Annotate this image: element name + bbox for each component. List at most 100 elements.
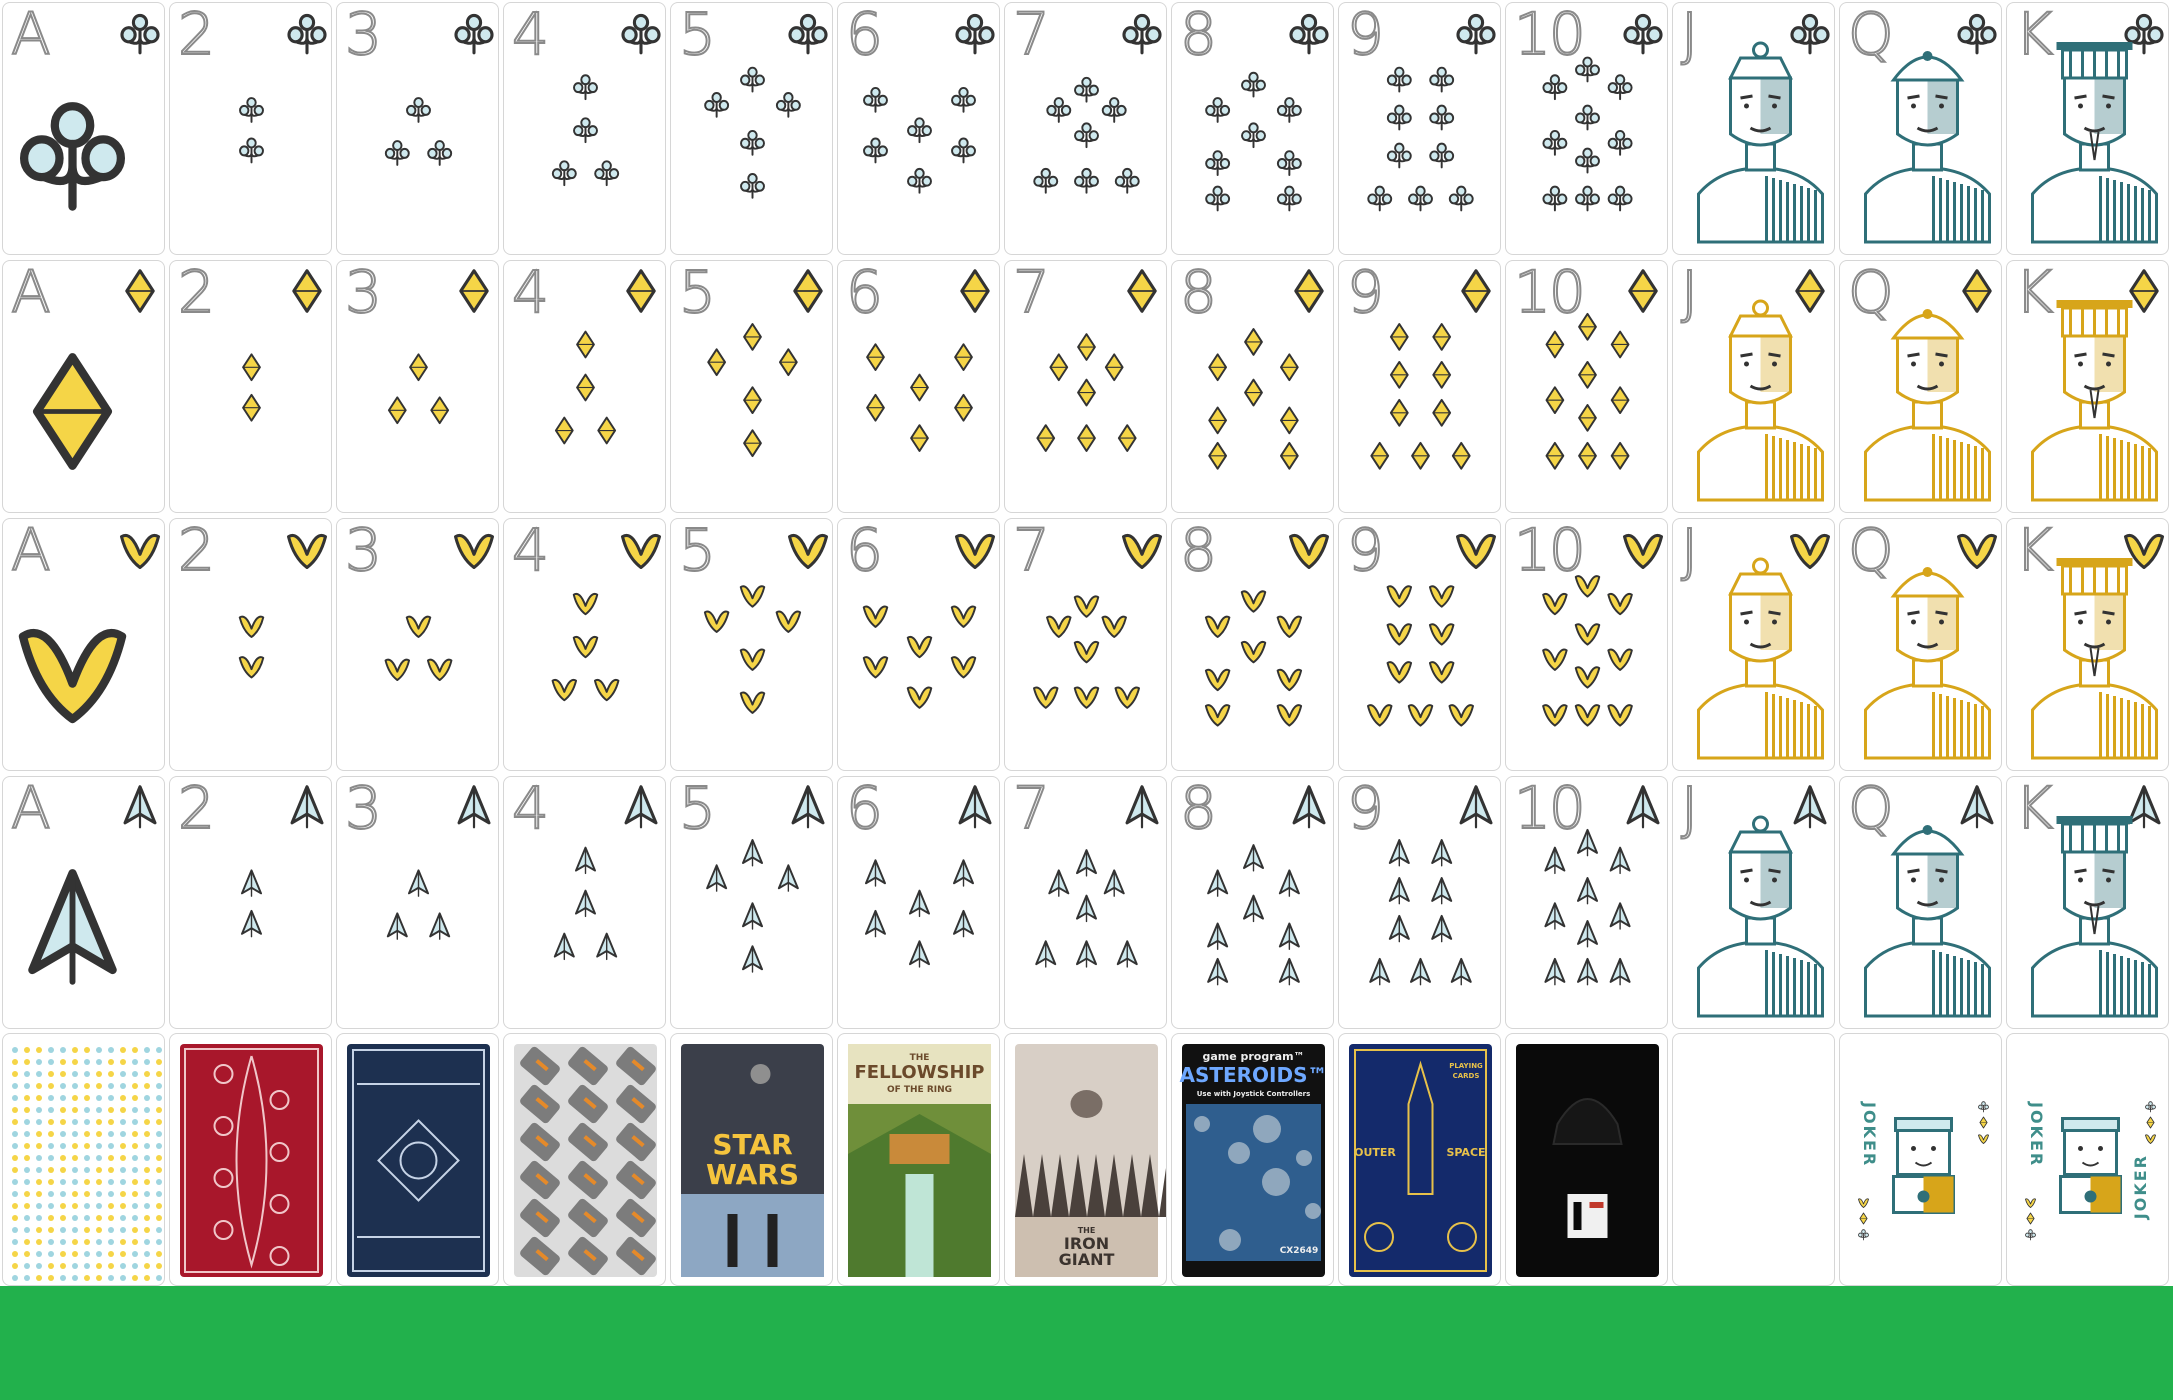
card-10-of-spades[interactable]: 10 [1505, 776, 1668, 1029]
card-6-of-hearts[interactable]: 6 [837, 518, 1000, 771]
card-back-suit-pattern[interactable] [2, 1033, 165, 1286]
diamond-icon [1578, 441, 1597, 470]
diamond-icon [743, 429, 762, 458]
spade-icon [624, 785, 658, 829]
card-3-of-hearts[interactable]: 3 [336, 518, 499, 771]
card-7-of-spades[interactable]: 7 [1004, 776, 1167, 1029]
rank-label: 3 [344, 776, 383, 842]
club-icon [863, 137, 888, 164]
card-back-outer-space[interactable]: PLAYING CARDS OUTER SPACE [1338, 1033, 1501, 1286]
card-back-iron-giant[interactable]: THE IRON GIANT [1004, 1033, 1167, 1286]
rank-label: A [10, 260, 52, 326]
card-j-of-clubs[interactable]: J [1672, 2, 1835, 255]
card-2-of-spades[interactable]: 2 [169, 776, 332, 1029]
diamond-icon [1432, 360, 1452, 389]
card-back-fellowship[interactable]: THE FELLOWSHIP OF THE RING [837, 1033, 1000, 1286]
card-back-gamepad-pattern[interactable] [503, 1033, 666, 1286]
card-k-of-clubs[interactable]: K [2006, 2, 2169, 255]
club-icon [1074, 167, 1099, 194]
club-icon [740, 129, 765, 156]
card-5-of-hearts[interactable]: 5 [670, 518, 833, 771]
card-2-of-diamonds[interactable]: 2 [169, 260, 332, 513]
card-8-of-spades[interactable]: 8 [1171, 776, 1334, 1029]
card-3-of-diamonds[interactable]: 3 [336, 260, 499, 513]
card-art [864, 785, 992, 968]
club-icon [1978, 1101, 1989, 1113]
card-j-of-hearts[interactable]: J [1672, 518, 1835, 771]
card-8-of-hearts[interactable]: 8 [1171, 518, 1334, 771]
card-a-of-spades[interactable]: A [2, 776, 165, 1029]
card-art [387, 269, 489, 425]
card-j-of-diamonds[interactable]: J [1672, 260, 1835, 513]
card-back-asteroids[interactable]: game program™ ASTEROIDS™ Use with Joystick… [1171, 1033, 1334, 1286]
card-2-of-hearts[interactable]: 2 [169, 518, 332, 771]
card-j-of-spades[interactable]: J [1672, 776, 1835, 1029]
card-k-of-diamonds[interactable]: K [2006, 260, 2169, 513]
card-q-of-diamonds[interactable]: Q [1839, 260, 2002, 513]
card-6-of-diamonds[interactable]: 6 [837, 260, 1000, 513]
card-back-joker-2[interactable]: JOKER JOKER [2006, 1033, 2169, 1286]
card-6-of-spades[interactable]: 6 [837, 776, 1000, 1029]
card-3-of-clubs[interactable]: 3 [336, 2, 499, 255]
card-7-of-hearts[interactable]: 7 [1004, 518, 1167, 771]
spade-icon [1793, 785, 1827, 829]
card-art [28, 785, 157, 985]
card-k-of-spades[interactable]: K [2006, 776, 2169, 1029]
card-8-of-clubs[interactable]: 8 [1171, 2, 1334, 255]
card-back-navy-ornate[interactable] [336, 1033, 499, 1286]
card-4-of-diamonds[interactable]: 4 [503, 260, 666, 513]
club-icon [740, 66, 765, 93]
card-9-of-hearts[interactable]: 9 [1338, 518, 1501, 771]
card-6-of-clubs[interactable]: 6 [837, 2, 1000, 255]
card-art [386, 785, 491, 940]
diamond-icon [1279, 406, 1299, 435]
card-q-of-hearts[interactable]: Q [1839, 518, 2002, 771]
card-10-of-clubs[interactable]: 10 [1505, 2, 1668, 255]
spade-icon [958, 785, 992, 829]
card-art [1697, 785, 1827, 1018]
card-9-of-spades[interactable]: 9 [1338, 776, 1501, 1029]
card-5-of-clubs[interactable]: 5 [670, 2, 833, 255]
card-back-joker-1[interactable]: JOKER [1839, 1033, 2002, 1286]
card-k-of-hearts[interactable]: K [2006, 518, 2169, 771]
heart-icon [426, 658, 453, 682]
card-4-of-clubs[interactable]: 4 [503, 2, 666, 255]
heart-icon [1073, 686, 1100, 709]
card-back-red-floral[interactable] [169, 1033, 332, 1286]
card-5-of-diamonds[interactable]: 5 [670, 260, 833, 513]
card-q-of-clubs[interactable]: Q [1839, 2, 2002, 255]
card-art [2031, 13, 2164, 244]
card-q-of-spades[interactable]: Q [1839, 776, 2002, 1029]
card-a-of-clubs[interactable]: A [2, 2, 165, 255]
card-back-vader[interactable] [1505, 1033, 1668, 1286]
card-3-of-spades[interactable]: 3 [336, 776, 499, 1029]
spade-icon [1207, 957, 1229, 986]
diamond-icon [1795, 269, 1825, 313]
card-art [1369, 785, 1493, 986]
card-9-of-diamonds[interactable]: 9 [1338, 260, 1501, 513]
spade-icon [742, 839, 764, 867]
card-back-blank[interactable] [1672, 1033, 1835, 1286]
card-7-of-clubs[interactable]: 7 [1004, 2, 1167, 255]
card-5-of-spades[interactable]: 5 [670, 776, 833, 1029]
card-back-star-wars[interactable]: STAR WARS [670, 1033, 833, 1286]
club-icon [1046, 97, 1072, 123]
card-7-of-diamonds[interactable]: 7 [1004, 260, 1167, 513]
spade-icon [1577, 876, 1599, 905]
card-10-of-diamonds[interactable]: 10 [1505, 260, 1668, 513]
card-10-of-hearts[interactable]: 10 [1505, 518, 1668, 771]
card-a-of-diamonds[interactable]: A [2, 260, 165, 513]
spade-icon [553, 932, 575, 961]
card-2-of-clubs[interactable]: 2 [169, 2, 332, 255]
card-9-of-clubs[interactable]: 9 [1338, 2, 1501, 255]
card-art [1542, 13, 1663, 212]
heart-icon [1276, 668, 1303, 692]
card-4-of-hearts[interactable]: 4 [503, 518, 666, 771]
heart-icon [1386, 585, 1413, 608]
card-4-of-spades[interactable]: 4 [503, 776, 666, 1029]
card-a-of-hearts[interactable]: A [2, 518, 165, 771]
card-8-of-diamonds[interactable]: 8 [1171, 260, 1334, 513]
rank-label: 8 [1179, 518, 1218, 584]
card-art [1864, 785, 1994, 1018]
